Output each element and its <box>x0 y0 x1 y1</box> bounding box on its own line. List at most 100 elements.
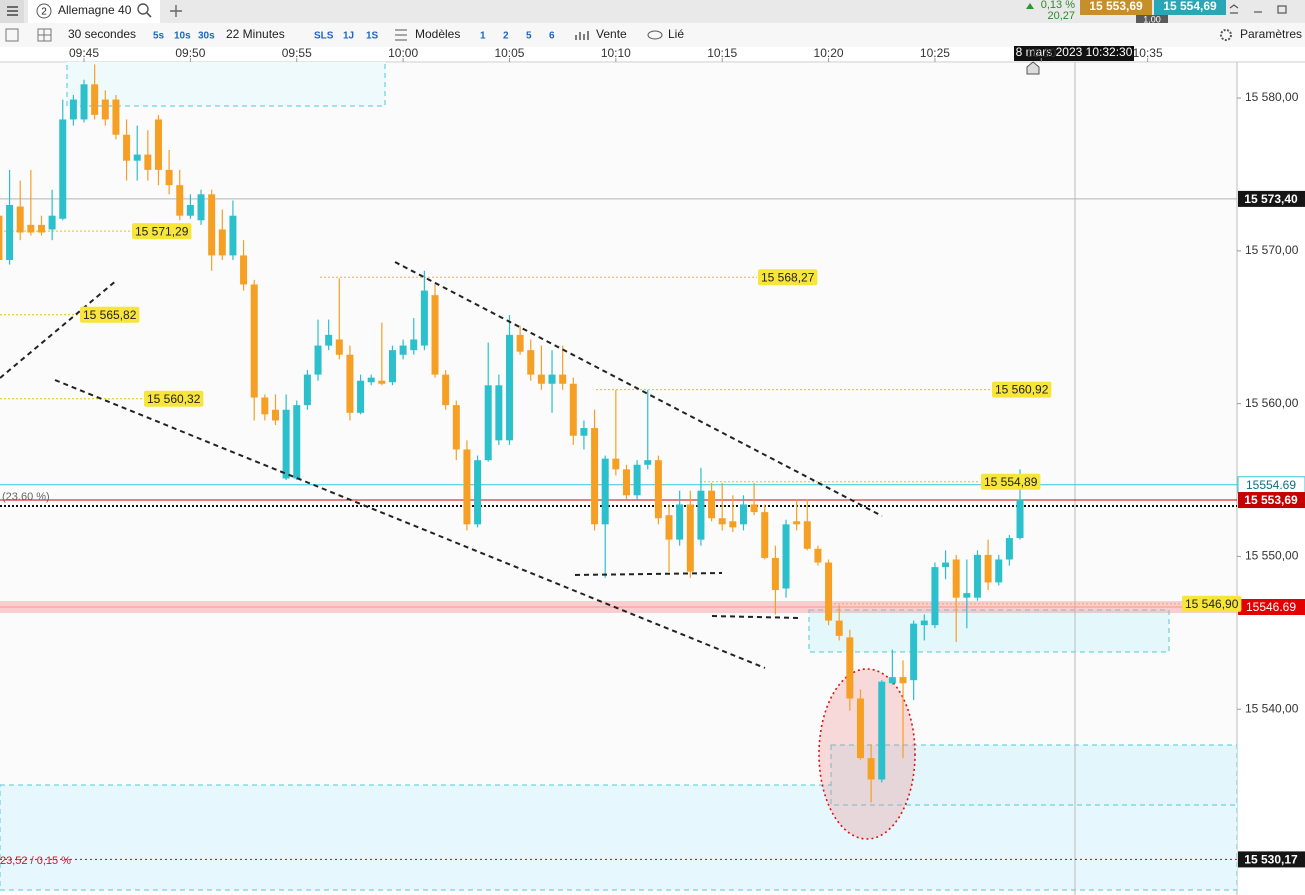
candle-body <box>995 559 1003 583</box>
search-icon[interactable] <box>137 3 152 18</box>
level-label: 15 571,29 <box>135 224 189 238</box>
price-tag-label: 15 573,40 <box>1244 192 1298 206</box>
candle-body <box>1016 499 1024 539</box>
trend-lines <box>0 261 883 669</box>
candle-body <box>750 504 758 513</box>
candle-body <box>888 677 896 684</box>
level-label-box <box>981 473 1041 490</box>
range-option[interactable]: 1S <box>366 31 379 42</box>
candle-body <box>378 380 386 384</box>
toggle-icon[interactable] <box>5 28 19 42</box>
up-arrow <box>1026 3 1034 9</box>
zone <box>66 62 386 107</box>
scroll-home[interactable] <box>1026 61 1040 75</box>
zone <box>830 744 1237 806</box>
candle-body <box>569 383 577 436</box>
candle-body <box>718 518 726 525</box>
candle-body <box>101 99 109 120</box>
layout-option[interactable]: 2 <box>503 31 509 42</box>
candle-body <box>973 554 981 598</box>
candle-body <box>676 504 684 540</box>
candle-body <box>452 405 460 450</box>
candle-body <box>537 374 545 384</box>
candle-body <box>878 681 886 780</box>
models[interactable]: Modèles <box>415 27 460 41</box>
window-buttons[interactable] <box>1229 4 1287 14</box>
candle-body <box>899 677 907 684</box>
candle-body <box>739 504 747 525</box>
candle-body <box>144 154 152 170</box>
price-tag <box>1238 598 1305 615</box>
order-icon <box>575 31 589 40</box>
candle-body <box>942 562 950 568</box>
y-tick-label: 15 570,00 <box>1245 243 1299 257</box>
candle-body <box>261 397 269 415</box>
order[interactable]: Vente <box>596 27 627 41</box>
level-label-box <box>758 269 818 286</box>
distance-label: 23,52 / 0,15 % <box>0 855 71 867</box>
candle-body <box>133 154 141 161</box>
candle-body <box>197 194 205 221</box>
candle-body <box>495 385 503 441</box>
layout-icon[interactable] <box>37 28 52 42</box>
candle-body <box>335 339 343 355</box>
candle-body <box>388 350 396 383</box>
bid-button[interactable] <box>1080 0 1152 15</box>
candle-body <box>282 409 290 479</box>
change-pct: 0,13 % <box>1041 0 1075 11</box>
menu-button[interactable] <box>0 0 24 23</box>
y-tick-label: 15 540,00 <box>1245 701 1299 715</box>
candle-body <box>963 593 971 598</box>
candle-body <box>856 698 864 759</box>
range-option[interactable]: 1J <box>343 31 354 42</box>
zones <box>0 62 1237 895</box>
candle-body <box>176 185 184 216</box>
candle-body <box>80 84 88 120</box>
candle-body <box>484 385 492 461</box>
layout-option[interactable]: 5 <box>526 31 532 42</box>
candle-body <box>303 374 311 406</box>
link[interactable]: Lié <box>668 27 684 41</box>
title-bar <box>0 0 1305 23</box>
candle-body <box>729 521 737 528</box>
candle-body <box>463 449 471 525</box>
candle-body <box>644 460 652 465</box>
interval-option[interactable]: 10s <box>174 31 191 42</box>
candle-body <box>559 374 567 384</box>
x-tick-label: 09:45 <box>69 46 99 60</box>
range-option[interactable]: SLS <box>314 31 334 42</box>
add-tab[interactable] <box>170 5 182 17</box>
candle-body <box>516 334 524 352</box>
interval-option[interactable]: 30s <box>198 31 215 42</box>
duration[interactable]: 22 Minutes <box>226 27 285 41</box>
spread-box <box>1136 15 1168 25</box>
interval[interactable]: 30 secondes <box>68 27 136 41</box>
level-label: 15 565,82 <box>83 308 137 322</box>
change: 20,27 <box>1047 10 1075 22</box>
interval-option[interactable]: 5s <box>153 31 165 42</box>
candle-body <box>633 464 641 496</box>
y-tick-label: 15 560,00 <box>1245 396 1299 410</box>
toolbar <box>0 23 1305 47</box>
zone <box>808 609 1170 653</box>
candle-body <box>112 99 120 135</box>
candle-body <box>527 350 535 375</box>
instrument-tab[interactable] <box>28 0 160 23</box>
price-tag-label: 15554.69 <box>1246 478 1296 492</box>
crosshair-time: 8 mars 2023 10:32:30 <box>1016 45 1133 59</box>
candle-body <box>505 334 513 441</box>
layout-option[interactable]: 1 <box>480 31 486 42</box>
support-line <box>711 615 801 619</box>
candle-body <box>474 460 482 525</box>
candle-body <box>591 428 599 525</box>
layout-option[interactable]: 6 <box>549 31 555 42</box>
x-tick-label: 10:15 <box>707 46 737 60</box>
levels-layer <box>0 198 1237 860</box>
candle-body <box>59 119 67 219</box>
candle-body <box>165 169 173 186</box>
ask-price: 15 554,69 <box>1163 0 1217 13</box>
settings[interactable]: Paramètres <box>1240 27 1302 41</box>
candle-body <box>186 205 194 216</box>
ask-button[interactable] <box>1154 0 1226 15</box>
